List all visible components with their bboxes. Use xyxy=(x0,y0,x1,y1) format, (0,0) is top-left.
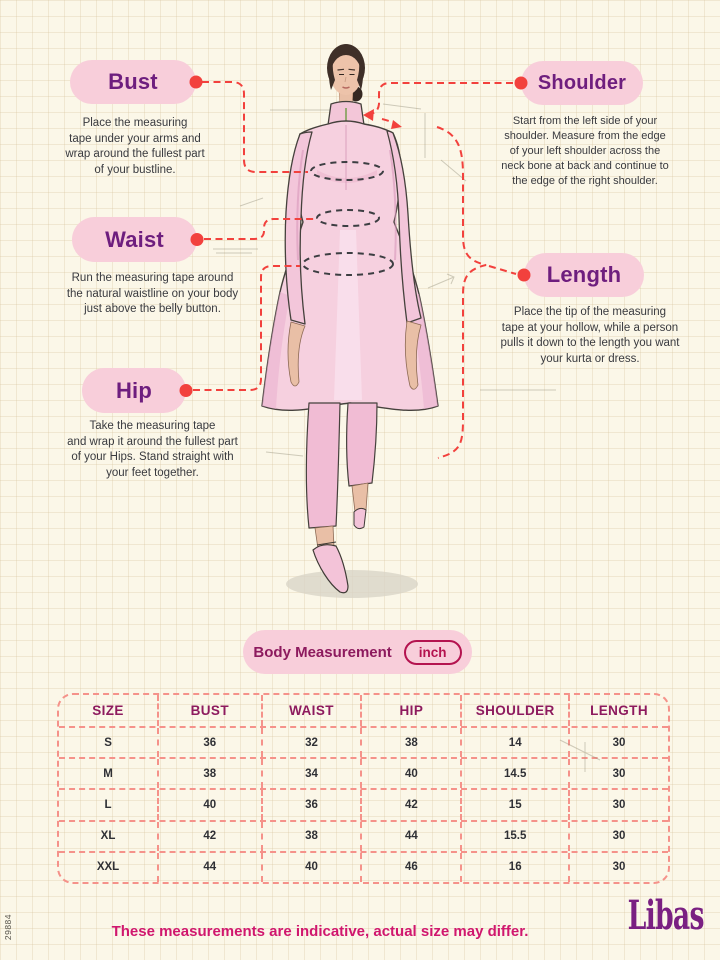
hip-label: Hip xyxy=(115,377,153,403)
body-measurement-title: Body Measurement xyxy=(253,643,392,661)
sleeve-left xyxy=(284,131,313,325)
size-value-cell: L xyxy=(104,799,112,812)
connector-arrowheads xyxy=(363,109,402,129)
size-value-cell: 42 xyxy=(157,821,261,851)
size-value-cell: 34 xyxy=(260,759,361,789)
unit-badge: inch xyxy=(403,639,462,665)
table-header-row: SIZE BUST WAIST HIP SHOULDER LENGTH xyxy=(59,695,668,727)
size-value-cell: 38 xyxy=(260,821,361,851)
side-code: 29884 xyxy=(3,914,13,941)
pant-leg-back xyxy=(346,402,378,487)
body-measurement-header: Body Measurement inch xyxy=(243,630,472,674)
size-value-cell: 46 xyxy=(360,852,460,882)
length-label-pill: Length xyxy=(524,253,644,297)
hair-bun xyxy=(349,86,363,102)
heel-shoe xyxy=(312,544,349,594)
hip-description: Take the measuring tape and wrap it arou… xyxy=(67,420,238,479)
bust-label: Bust xyxy=(108,69,158,94)
column-header-cell: LENGTH xyxy=(568,695,668,727)
table-row: S 36 32 38 14 30 xyxy=(59,726,668,758)
size-value-cell: 14 xyxy=(460,728,568,758)
kurta-collar xyxy=(327,100,365,126)
size-value-cell: 30 xyxy=(568,852,668,882)
size-value-cell: 15.5 xyxy=(460,821,568,851)
size-value-cell: 36 xyxy=(260,790,361,820)
size-value-cell: 14.5 xyxy=(460,759,568,789)
size-value-cell: 40 xyxy=(360,759,460,789)
table-row: XL 42 38 44 15.5 30 xyxy=(59,819,668,851)
column-header-cell: SIZE xyxy=(92,703,124,719)
length-bracket xyxy=(436,126,487,459)
sleeve-right xyxy=(386,130,422,324)
column-header-cell: SHOULDER xyxy=(460,695,568,727)
size-value-cell: 36 xyxy=(157,728,261,758)
hip-guide-ellipse xyxy=(302,252,394,276)
column-header-cell: WAIST xyxy=(260,695,361,727)
size-table: SIZE BUST WAIST HIP SHOULDER LENGTH S 36 32 38 14 3… xyxy=(57,693,670,884)
bust-description: Place the measuring tape under your arms… xyxy=(65,117,205,176)
size-value-cell: 38 xyxy=(360,728,460,758)
waist-guide-ellipse xyxy=(316,209,380,227)
table-row: L 40 36 42 15 30 xyxy=(59,788,668,820)
size-value-cell: M xyxy=(103,767,113,780)
size-value-cell: 30 xyxy=(568,821,668,851)
size-value-cell: S xyxy=(104,736,112,749)
column-header-cell: BUST xyxy=(157,695,261,727)
size-value-cell: 40 xyxy=(260,852,361,882)
bust-guide-ellipse xyxy=(310,161,384,181)
size-value-cell: 42 xyxy=(360,790,460,820)
size-value-cell: 32 xyxy=(260,728,361,758)
kurta-body xyxy=(261,120,439,412)
table-row: M 38 34 40 14.5 30 xyxy=(59,757,668,789)
fashion-figure xyxy=(261,44,439,594)
size-value-cell: 30 xyxy=(568,759,668,789)
size-value-cell: XL xyxy=(100,830,116,843)
waist-connector xyxy=(204,218,314,240)
measurement-ellipses xyxy=(302,161,394,276)
size-value-cell: 38 xyxy=(157,759,261,789)
waist-label: Waist xyxy=(105,226,164,252)
size-value-cell: 30 xyxy=(568,790,668,820)
shoulder-label: Shoulder xyxy=(537,71,627,94)
waist-description: Run the measuring tape around the natura… xyxy=(66,272,239,316)
floor-shadow xyxy=(286,570,418,598)
size-value-cell: 16 xyxy=(460,852,568,882)
size-value-cell: 30 xyxy=(568,728,668,758)
column-header-cell: HIP xyxy=(360,695,460,727)
shoulder-label-pill: Shoulder xyxy=(521,61,643,105)
length-label: Length xyxy=(546,262,622,287)
size-value-cell: 15 xyxy=(460,790,568,820)
size-value-cell: XXL xyxy=(96,861,120,874)
connector-lines xyxy=(193,81,517,459)
table-row: XXL 44 40 46 16 30 xyxy=(59,850,668,882)
pant-leg-front xyxy=(305,402,341,529)
shoulder-connector xyxy=(369,82,513,115)
length-description: Place the tip of the measuring tape at y… xyxy=(500,306,680,365)
waist-label-pill: Waist xyxy=(72,217,197,262)
size-value-cell: 40 xyxy=(157,790,261,820)
size-value-cell: 44 xyxy=(157,852,261,882)
bust-label-pill: Bust xyxy=(70,60,196,104)
shoulder-description: Start from the left side of your shoulde… xyxy=(501,115,669,187)
disclaimer-note: These measurements are indicative, actua… xyxy=(111,923,529,940)
hip-label-pill: Hip xyxy=(82,368,186,413)
size-value-cell: 44 xyxy=(360,821,460,851)
brand-logo: Libas xyxy=(627,891,705,939)
